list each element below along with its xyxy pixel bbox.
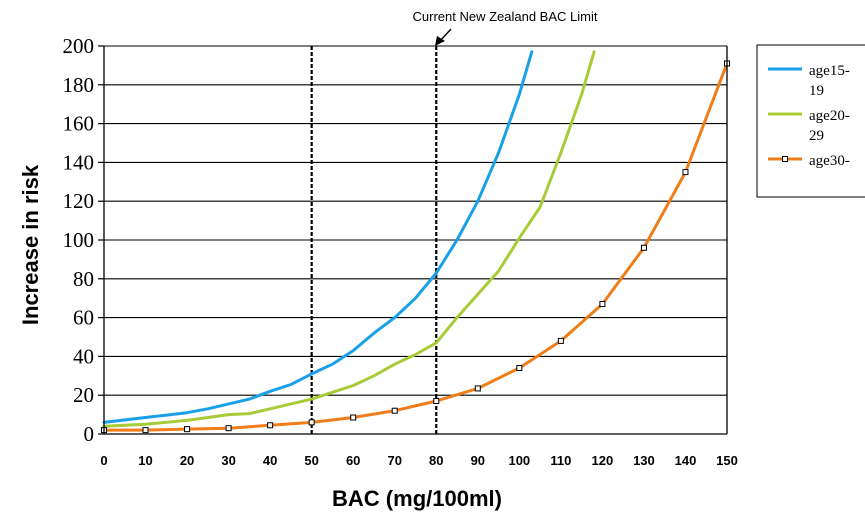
series-3-point-10 xyxy=(142,427,149,434)
series-3-point-130 xyxy=(640,244,647,251)
y-tick-label-120: 120 xyxy=(63,189,95,213)
series-3-point-90 xyxy=(474,385,481,392)
series-3-point-20 xyxy=(184,426,191,433)
x-axis-title: BAC (mg/100ml) xyxy=(332,486,502,511)
series-line-3 xyxy=(102,62,729,432)
legend-marker-3 xyxy=(782,156,788,162)
x-tick-label-70: 70 xyxy=(387,453,401,468)
legend-item-3: age30- xyxy=(768,153,850,169)
y-tick-label-100: 100 xyxy=(63,228,95,252)
x-tick-label-50: 50 xyxy=(304,453,318,468)
series-3-point-70 xyxy=(391,407,398,414)
annotation-arrow xyxy=(435,28,452,46)
legend-label-3a: age30- xyxy=(809,153,850,169)
x-tick-label-0: 0 xyxy=(100,453,107,468)
series-line-2 xyxy=(102,50,596,428)
series-3-point-120 xyxy=(599,301,606,308)
y-tick-label-140: 140 xyxy=(63,150,95,174)
legend-label-1a: age15- xyxy=(809,63,850,79)
y-tick-label-0: 0 xyxy=(84,422,95,446)
x-tick-label-10: 10 xyxy=(138,453,152,468)
bac-limit-annotation: Current New Zealand BAC Limit xyxy=(413,9,598,24)
legend-label-2a: age20- xyxy=(809,108,850,124)
series-3-point-60 xyxy=(350,414,357,421)
legend-item-1: age15- 19 xyxy=(768,63,850,99)
legend-item-2: age20- 29 xyxy=(768,108,850,144)
y-tick-label-80: 80 xyxy=(73,267,94,291)
y-tick-label-60: 60 xyxy=(73,306,94,330)
axes xyxy=(98,45,728,435)
series-line-1 xyxy=(102,50,534,424)
series-3-point-100 xyxy=(516,365,523,372)
x-tick-label-120: 120 xyxy=(592,453,614,468)
x-tick-label-80: 80 xyxy=(429,453,443,468)
legend-label-1b: 19 xyxy=(809,83,824,99)
y-tick-label-20: 20 xyxy=(73,383,94,407)
x-tick-label-90: 90 xyxy=(471,453,485,468)
series-3-point-50 xyxy=(308,419,315,426)
y-tick-label-40: 40 xyxy=(73,344,94,368)
grid-lines xyxy=(104,45,727,396)
y-tick-label-180: 180 xyxy=(63,73,95,97)
x-tick-label-40: 40 xyxy=(263,453,277,468)
x-tick-label-130: 130 xyxy=(633,453,655,468)
legend: age15- 19 age20- 29 age30- xyxy=(756,44,865,198)
y-tick-labels: 0 20 40 60 80 100 120 140 160 180 200 xyxy=(63,34,95,446)
x-tick-label-150: 150 xyxy=(716,453,738,468)
series-3-point-140 xyxy=(682,169,689,176)
series-3-point-30 xyxy=(225,425,232,432)
reference-lines xyxy=(310,46,438,434)
y-tick-label-160: 160 xyxy=(63,112,95,136)
series-3-point-80 xyxy=(433,398,440,405)
x-tick-label-110: 110 xyxy=(550,453,571,468)
x-tick-label-100: 100 xyxy=(508,453,530,468)
series-3-point-110 xyxy=(557,337,564,344)
x-tick-label-60: 60 xyxy=(346,453,360,468)
x-tick-label-20: 20 xyxy=(180,453,194,468)
series-3-point-40 xyxy=(267,422,274,429)
x-tick-label-30: 30 xyxy=(221,453,235,468)
series-layer xyxy=(101,50,730,434)
x-tick-label-140: 140 xyxy=(675,453,697,468)
legend-label-2b: 29 xyxy=(809,128,824,144)
y-tick-label-200: 200 xyxy=(63,34,95,58)
x-tick-labels: 0 10 20 30 40 50 60 70 80 90 100 110 120 130 140 150 xyxy=(100,453,737,468)
y-axis-title: Increase in risk xyxy=(18,164,43,325)
